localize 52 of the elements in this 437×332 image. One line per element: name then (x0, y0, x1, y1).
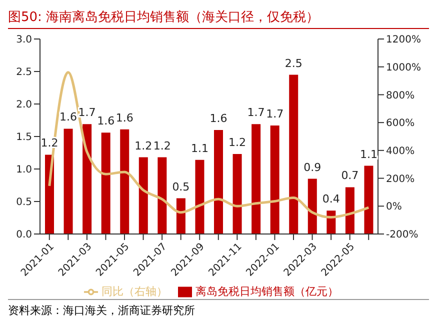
y2-tick-label: 0% (386, 202, 402, 213)
bar (308, 178, 317, 234)
bar (101, 132, 110, 234)
y2-tick-label: 600% (386, 118, 415, 130)
data-label: 1.2 (134, 139, 152, 152)
data-label: 1.2 (153, 139, 171, 152)
data-label: 1.6 (60, 110, 78, 124)
bar (214, 130, 223, 234)
data-label: 0.7 (341, 169, 359, 182)
data-label: 1.6 (210, 112, 228, 125)
data-label: 1.6 (97, 114, 115, 128)
legend-label: 离岛免税日均销售额（亿元） (196, 285, 338, 298)
y2-tick-label: 400% (386, 146, 415, 157)
bar (345, 187, 354, 234)
y2-tick-label: 1000% (386, 62, 421, 74)
bar (252, 124, 261, 234)
chart-title: 图50: 海南离岛免税日均销售额（海关口径，仅免税） (8, 8, 429, 29)
y-tick-label: 2.5 (16, 67, 32, 78)
bar (289, 74, 298, 234)
bar (195, 160, 204, 234)
text: 资料来源：海口海关，浙商证券研究所 (8, 299, 429, 318)
bar (176, 198, 186, 234)
y2-tick-label: -200% (386, 230, 418, 241)
y-tick-label: 2.0 (16, 100, 32, 111)
bar (138, 157, 148, 234)
legend-label: 同比（右轴） (102, 285, 168, 298)
bar (364, 166, 374, 234)
y-tick-label: 1.0 (16, 164, 32, 176)
y2-tick-label: 1200% (386, 34, 421, 46)
bar (158, 157, 167, 234)
data-label: 1.7 (78, 106, 96, 120)
data-label: 1.7 (266, 107, 284, 120)
data-label: 1.1 (360, 148, 378, 161)
data-label: 0.5 (172, 180, 190, 194)
y-tick-label: 1.5 (16, 132, 32, 144)
data-label: 1.6 (116, 111, 134, 124)
bar (82, 124, 92, 234)
bar (232, 154, 242, 234)
y-tick-label: 3.0 (16, 34, 32, 46)
bar (64, 128, 73, 234)
data-label: 2.5 (284, 56, 302, 70)
data-label: 0.9 (304, 160, 322, 174)
data-label: 1.1 (190, 142, 208, 155)
y-tick-label: 0.5 (16, 197, 32, 208)
bar (120, 129, 130, 234)
data-label: 1.2 (228, 136, 246, 150)
bar (270, 125, 280, 234)
data-label: 1.7 (247, 106, 265, 120)
y-tick-label: 0.0 (16, 230, 32, 241)
data-label: 0.4 (322, 192, 340, 206)
y2-tick-label: 200% (386, 174, 415, 185)
y2-tick-label: 800% (386, 90, 415, 102)
